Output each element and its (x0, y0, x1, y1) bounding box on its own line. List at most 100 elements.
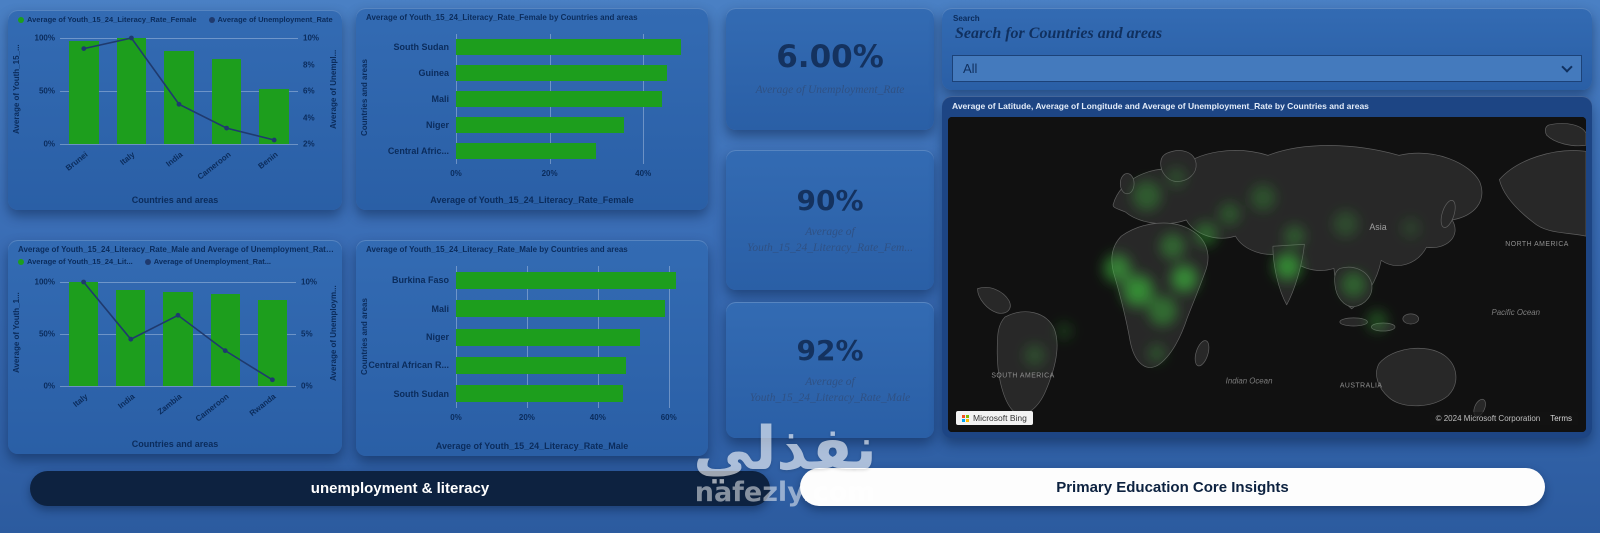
bar-south sudan[interactable] (456, 385, 623, 403)
legend-label: Average of Unemployment_Rate (217, 15, 333, 24)
category-label: Niger (425, 120, 449, 130)
x-axis-tick: 0% (450, 413, 462, 422)
kpi-female-literacy[interactable]: 90% Average of Youth_15_24_Literacy_Rate… (726, 150, 934, 290)
left-axis-tick: 50% (38, 329, 55, 339)
bar-burkina faso[interactable] (456, 271, 676, 289)
category-label: Burkina Faso (391, 275, 449, 286)
kpi-value: 90% (796, 183, 864, 217)
bar-mali[interactable] (456, 300, 666, 318)
left-axis-tick: 0% (43, 139, 55, 149)
kpi-male-literacy[interactable]: 92% Average of Youth_15_24_Literacy_Rate… (726, 302, 934, 438)
terms-link[interactable]: Terms (1550, 414, 1572, 423)
bar-rwanda[interactable] (257, 299, 288, 386)
bar-central african r...[interactable] (456, 356, 627, 374)
bar-south sudan[interactable] (456, 38, 681, 56)
right-axis-tick: 5% (301, 329, 313, 339)
country-dropdown[interactable]: All (952, 55, 1582, 82)
bar-niger[interactable] (456, 116, 625, 134)
navy-dot-icon (208, 16, 215, 23)
map-label-north-america: NORTH AMERICA (1505, 241, 1569, 248)
kpi-label: Average of Youth_15_24_Literacy_Rate_Fem… (739, 224, 921, 256)
gridline (60, 282, 296, 283)
gridline (60, 386, 296, 387)
green-dot-icon (18, 258, 24, 265)
page-button-primary-education[interactable]: Primary Education Core Insights (800, 468, 1545, 506)
bing-attribution-label: Microsoft Bing (973, 413, 1027, 423)
x-axis-title: Average of Youth_15_24_Literacy_Rate_Fem… (430, 195, 634, 205)
kpi-label-line2: Youth_15_24_Literacy_Rate_Male (749, 392, 911, 404)
bar-italy[interactable] (116, 38, 147, 144)
category-label: Niger (425, 332, 449, 342)
green-dot-icon (18, 16, 24, 23)
bing-attribution[interactable]: Microsoft Bing (956, 411, 1033, 425)
category-label: Zambia (155, 392, 184, 417)
search-input[interactable]: Search for Countries and areas (955, 25, 1163, 42)
bar-brunei[interactable] (69, 41, 99, 144)
x-axis-tick: 20% (541, 169, 558, 178)
category-label: Mali (431, 303, 449, 314)
page-button-label: Primary Education Core Insights (1056, 478, 1289, 496)
north-america (1499, 150, 1586, 237)
chart-female-literacy-unemployment[interactable]: Average of Youth_15_24_Literacy_Rate_Fem… (8, 10, 342, 210)
chart-male-literacy-by-country[interactable]: Average of Youth_15_24_Literacy_Rate_Mal… (356, 240, 708, 456)
chart-title: Average of Youth_15_24_Literacy_Rate_Mal… (18, 245, 334, 254)
bar-india[interactable] (164, 50, 194, 144)
navy-dot-icon (144, 258, 151, 265)
category-label: Benin (256, 150, 280, 171)
gridline (668, 266, 670, 408)
category-label: Central Afric... (387, 146, 449, 156)
right-axis-title: Average of Unemploym... (329, 285, 338, 381)
category-label: India (164, 150, 185, 169)
bar-niger[interactable] (456, 328, 641, 346)
bar-benin[interactable] (259, 88, 289, 144)
australia (1376, 347, 1457, 407)
left-axis-tick: 0% (43, 381, 55, 391)
chart-legend: Average of Youth_15_24_Lit... Average of… (18, 257, 336, 266)
kpi-label: Average of Unemployment_Rate (755, 84, 905, 97)
category-label: Cameroon (195, 150, 233, 182)
world-map-svg: Asia NORTH AMERICA SOUTH AMERICA Indian … (948, 117, 1586, 432)
page-button-label: unemployment & literacy (310, 480, 490, 497)
map-title: Average of Latitude, Average of Longitud… (952, 101, 1369, 111)
new-guinea (1402, 313, 1419, 325)
left-axis-tick: 100% (34, 33, 55, 43)
kpi-unemployment-rate[interactable]: 6.00% Average of Unemployment_Rate (726, 8, 934, 130)
left-axis-tick: 50% (38, 86, 55, 96)
category-label: India (116, 392, 137, 411)
bar-mali[interactable] (456, 90, 662, 108)
x-axis-title: Countries and areas (131, 195, 219, 205)
category-label: Italy (118, 150, 137, 167)
bar-guinea[interactable] (456, 64, 667, 82)
world-heat-map[interactable]: Asia NORTH AMERICA SOUTH AMERICA Indian … (948, 117, 1586, 432)
legend-item-line: Average of Unemployment_Rat... (144, 257, 271, 266)
central-america (977, 287, 1011, 314)
x-axis-title: Countries and areas (131, 439, 219, 449)
category-label: Guinea (418, 68, 449, 78)
bar-central afric...[interactable] (456, 142, 597, 160)
line-series[interactable] (60, 35, 298, 144)
chart-male-literacy-unemployment[interactable]: Average of Youth_15_24_Literacy_Rate_Mal… (8, 240, 342, 454)
right-axis-tick: 10% (303, 33, 320, 43)
category-label: Rwanda (248, 392, 278, 418)
line-series[interactable] (60, 279, 296, 386)
right-axis-tick: 10% (301, 277, 318, 287)
map-label-australia: AUSTRALIA (1340, 383, 1383, 390)
bar-zambia[interactable] (163, 292, 193, 386)
bar-italy[interactable] (68, 282, 99, 386)
bar-cameroon[interactable] (210, 294, 240, 386)
page-button-unemployment-literacy[interactable]: unemployment & literacy (30, 471, 770, 506)
british-isles (1119, 173, 1135, 195)
x-axis-tick: 0% (450, 169, 462, 178)
category-label: South Sudan (393, 42, 450, 52)
plot-area: 0% 20% 40% South Sudan Guinea Mali Niger Centra… (388, 34, 690, 178)
x-axis-tick: 60% (660, 413, 677, 422)
legend-item-bar: Average of Youth_15_24_Lit... (18, 257, 133, 266)
plot-area: 0% 50% 100% 2% 4% 6% 8% 10% Brunei Italy India Came… (35, 34, 319, 182)
dropdown-selected-value: All (963, 61, 978, 76)
japan (1440, 199, 1456, 228)
chart-female-literacy-by-country[interactable]: Average of Youth_15_24_Literacy_Rate_Fem… (356, 8, 708, 210)
right-axis-tick: 2% (303, 139, 315, 149)
map-card: Average of Latitude, Average of Longitud… (942, 96, 1592, 438)
kpi-label: Average of Youth_15_24_Literacy_Rate_Mal… (742, 374, 919, 406)
